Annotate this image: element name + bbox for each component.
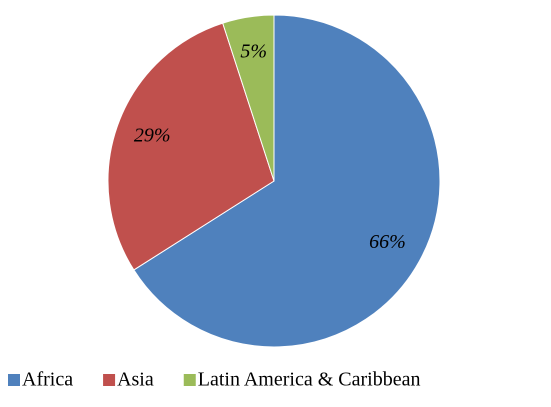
legend-swatch xyxy=(103,374,116,386)
legend-swatch xyxy=(8,374,20,386)
legend-label: Africa xyxy=(22,369,73,391)
data-label: 5% xyxy=(240,41,267,63)
legend-label: Latin America & Caribbean xyxy=(198,369,421,391)
pie-slice xyxy=(133,14,441,348)
data-label: 29% xyxy=(134,125,171,147)
pie-slice xyxy=(222,14,275,182)
pie-slice xyxy=(107,22,275,271)
data-label: 66% xyxy=(369,231,406,253)
legend-swatch xyxy=(183,374,196,386)
legend-label: Asia xyxy=(117,369,154,391)
